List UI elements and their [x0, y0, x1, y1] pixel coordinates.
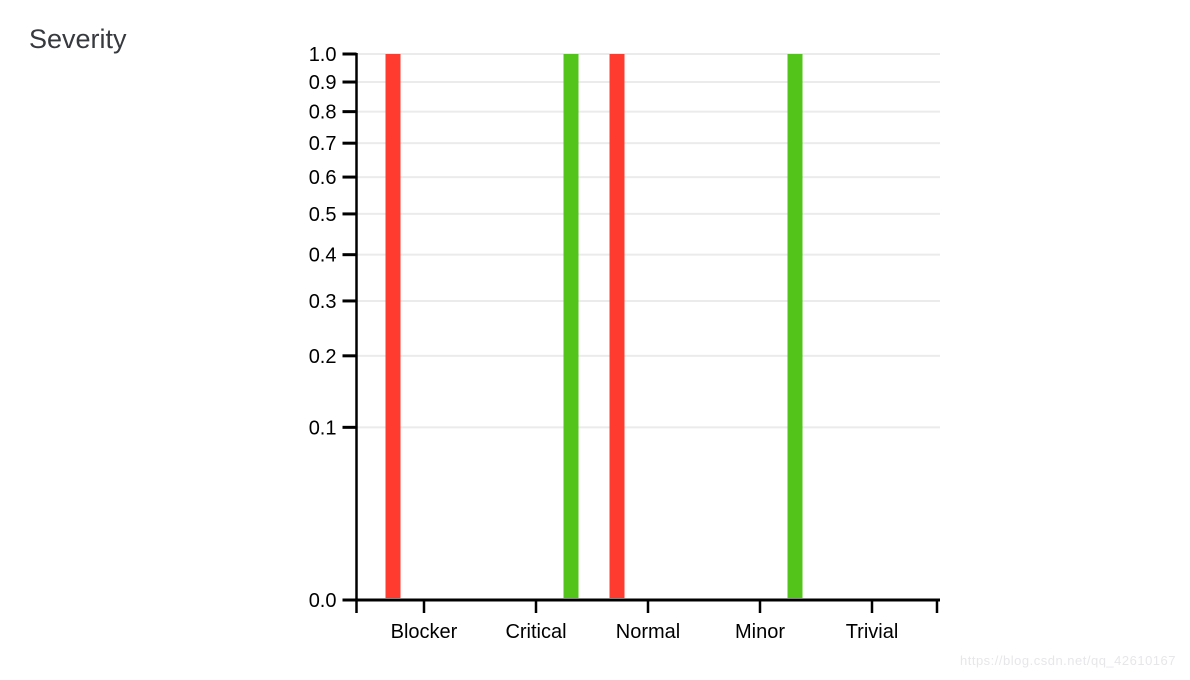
bar-red-normal [609, 54, 625, 598]
x-category-label-normal: Normal [616, 621, 680, 643]
x-category-label-critical: Critical [505, 621, 566, 643]
bar-red-blocker [385, 54, 401, 598]
x-category-label-trivial: Trivial [846, 621, 899, 643]
y-tick-label-0.4: 0.4 [309, 245, 337, 267]
x-category-label-blocker: Blocker [391, 621, 458, 643]
y-tick-label-0.1: 0.1 [309, 417, 337, 439]
y-tick-label-0.9: 0.9 [309, 72, 337, 94]
chart-title: Severity [29, 24, 127, 54]
watermark: https://blog.csdn.net/qq_42610167 [960, 653, 1176, 668]
y-tick-label-0.7: 0.7 [309, 133, 337, 155]
bar-green-minor [787, 54, 803, 598]
y-tick-label-0.5: 0.5 [309, 204, 337, 226]
y-tick-label-1.0: 1.0 [309, 44, 337, 66]
y-tick-label-0.2: 0.2 [309, 346, 337, 368]
y-tick-label-0.6: 0.6 [309, 167, 337, 189]
y-tick-label-0.8: 0.8 [309, 102, 337, 124]
x-category-label-minor: Minor [735, 621, 785, 643]
y-tick-label-0.0: 0.0 [309, 590, 337, 612]
bar-green-critical [563, 54, 579, 598]
y-tick-label-0.3: 0.3 [309, 291, 337, 313]
